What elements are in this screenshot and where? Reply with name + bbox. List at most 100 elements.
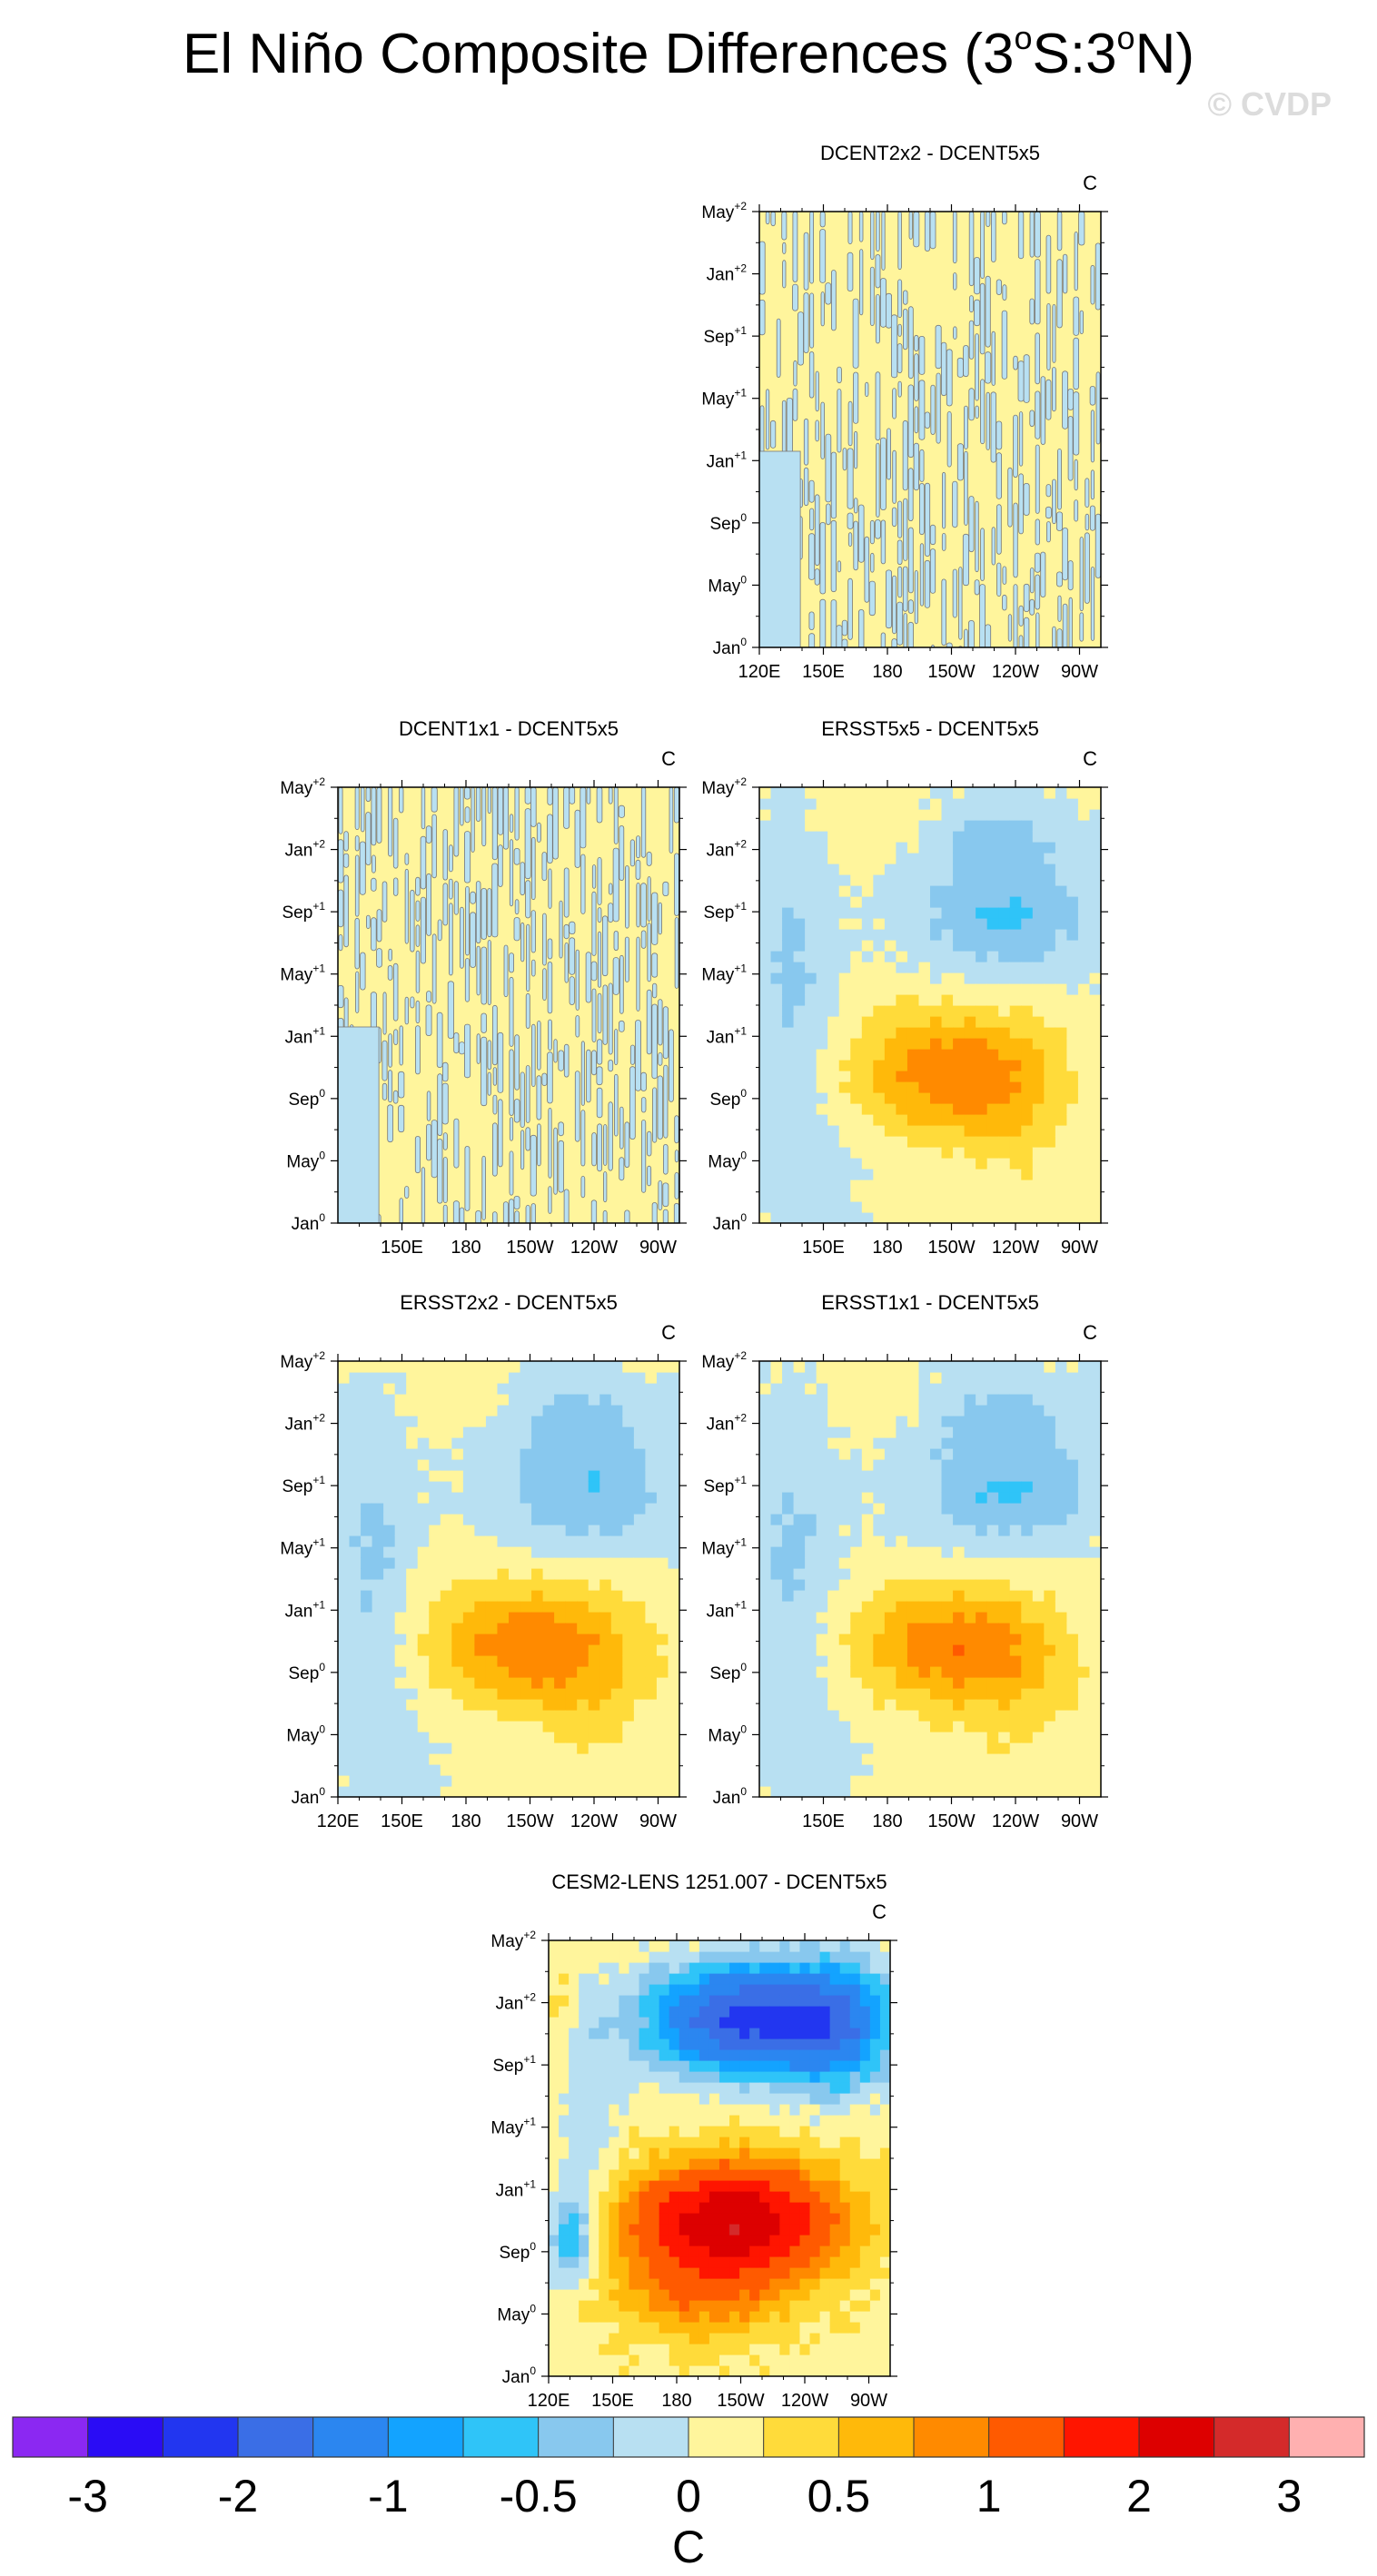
field-cell bbox=[906, 1721, 920, 1732]
field-cell bbox=[647, 1165, 652, 1187]
field-cell bbox=[474, 1372, 487, 1384]
field-cell bbox=[1009, 1568, 1022, 1580]
field-cell bbox=[1077, 1071, 1091, 1082]
field-cell bbox=[392, 877, 399, 896]
field-cell bbox=[897, 279, 903, 318]
field-cell bbox=[782, 260, 787, 289]
field-cell bbox=[838, 809, 851, 821]
field-cell bbox=[1055, 1416, 1067, 1427]
field-cell bbox=[376, 948, 382, 968]
field-cell bbox=[816, 853, 828, 864]
field-cell bbox=[622, 1644, 635, 1656]
field-cell bbox=[906, 1503, 920, 1515]
field-cell bbox=[1032, 962, 1045, 973]
field-cell bbox=[460, 787, 464, 826]
field-cell bbox=[891, 314, 898, 379]
field-cell bbox=[884, 1470, 897, 1482]
field-cell bbox=[884, 1448, 897, 1460]
field-cell bbox=[651, 892, 659, 945]
field-cell bbox=[480, 1036, 488, 1107]
field-cell bbox=[531, 1535, 544, 1547]
field-cell bbox=[497, 1546, 510, 1558]
x-tick-label: 150W bbox=[506, 1811, 553, 1831]
field-cell bbox=[549, 2169, 560, 2181]
field-cell bbox=[953, 1666, 966, 1678]
field-cell bbox=[850, 1437, 863, 1449]
field-cell bbox=[440, 1688, 452, 1700]
field-cell bbox=[1044, 1027, 1056, 1039]
field-cell bbox=[599, 1612, 612, 1624]
field-cell bbox=[1066, 940, 1079, 952]
field-cell bbox=[645, 1448, 658, 1460]
field-cell bbox=[816, 1579, 828, 1591]
field-cell bbox=[976, 1437, 988, 1449]
field-cell bbox=[918, 1437, 931, 1449]
field-cell bbox=[770, 896, 783, 908]
field-cell bbox=[998, 1470, 1011, 1482]
field-cell bbox=[569, 2333, 580, 2344]
field-cell bbox=[569, 976, 575, 1005]
field-cell bbox=[656, 1426, 669, 1438]
field-cell bbox=[930, 1103, 943, 1115]
field-cell bbox=[668, 1601, 679, 1613]
field-cell bbox=[417, 1786, 430, 1797]
field-cell bbox=[1009, 1169, 1022, 1180]
field-cell bbox=[569, 937, 576, 975]
field-cell bbox=[841, 619, 848, 637]
field-cell bbox=[429, 1655, 441, 1667]
field-cell bbox=[622, 1568, 635, 1580]
field-cell bbox=[1089, 1394, 1101, 1406]
field-cell bbox=[953, 272, 957, 291]
field-cell bbox=[861, 1103, 874, 1115]
field-cell bbox=[1089, 1492, 1101, 1504]
field-cell bbox=[610, 1590, 623, 1602]
field-cell bbox=[609, 2006, 620, 2018]
field-cell bbox=[964, 1158, 976, 1170]
field-cell bbox=[579, 2060, 589, 2072]
field-cell bbox=[793, 1699, 806, 1711]
field-cell bbox=[417, 1546, 430, 1558]
field-cell bbox=[338, 1579, 351, 1591]
field-cell bbox=[608, 787, 613, 804]
field-cell bbox=[554, 1710, 567, 1722]
field-cell bbox=[599, 1525, 612, 1536]
field-cell bbox=[759, 1136, 772, 1148]
field-cell bbox=[565, 1732, 578, 1743]
field-cell bbox=[897, 539, 903, 566]
field-cell bbox=[548, 1019, 552, 1051]
field-cell bbox=[805, 1557, 817, 1569]
field-cell bbox=[759, 1212, 772, 1223]
field-cell bbox=[1009, 787, 1022, 799]
field-cell bbox=[976, 1601, 988, 1613]
field-cell bbox=[569, 2158, 580, 2170]
field-cell bbox=[861, 1623, 874, 1634]
field-cell bbox=[388, 787, 393, 857]
field-cell bbox=[589, 2147, 599, 2159]
field-cell bbox=[338, 1416, 351, 1427]
field-cell bbox=[440, 1426, 452, 1438]
field-cell bbox=[619, 2158, 630, 2170]
field-cell bbox=[417, 1525, 430, 1536]
field-cell bbox=[782, 1005, 795, 1017]
field-cell bbox=[1089, 1688, 1101, 1700]
field-cell bbox=[884, 929, 897, 941]
field-cell bbox=[850, 1005, 863, 1017]
field-cell bbox=[668, 1459, 679, 1471]
field-cell bbox=[629, 2169, 640, 2181]
field-cell bbox=[1077, 1027, 1091, 1039]
field-cell bbox=[349, 1557, 362, 1569]
field-cell bbox=[429, 1372, 441, 1384]
field-cell bbox=[998, 1016, 1011, 1028]
field-cell bbox=[394, 1579, 407, 1591]
field-cell bbox=[976, 1557, 988, 1569]
field-cell bbox=[793, 1448, 806, 1460]
field-cell bbox=[793, 1038, 806, 1050]
field-cell bbox=[884, 962, 897, 973]
field-cell bbox=[1032, 1732, 1045, 1743]
field-cell bbox=[918, 951, 931, 962]
field-cell bbox=[782, 1579, 795, 1591]
field-cell bbox=[793, 885, 806, 897]
field-cell bbox=[793, 962, 806, 973]
field-cell bbox=[815, 370, 819, 412]
field-cell bbox=[361, 1655, 373, 1667]
